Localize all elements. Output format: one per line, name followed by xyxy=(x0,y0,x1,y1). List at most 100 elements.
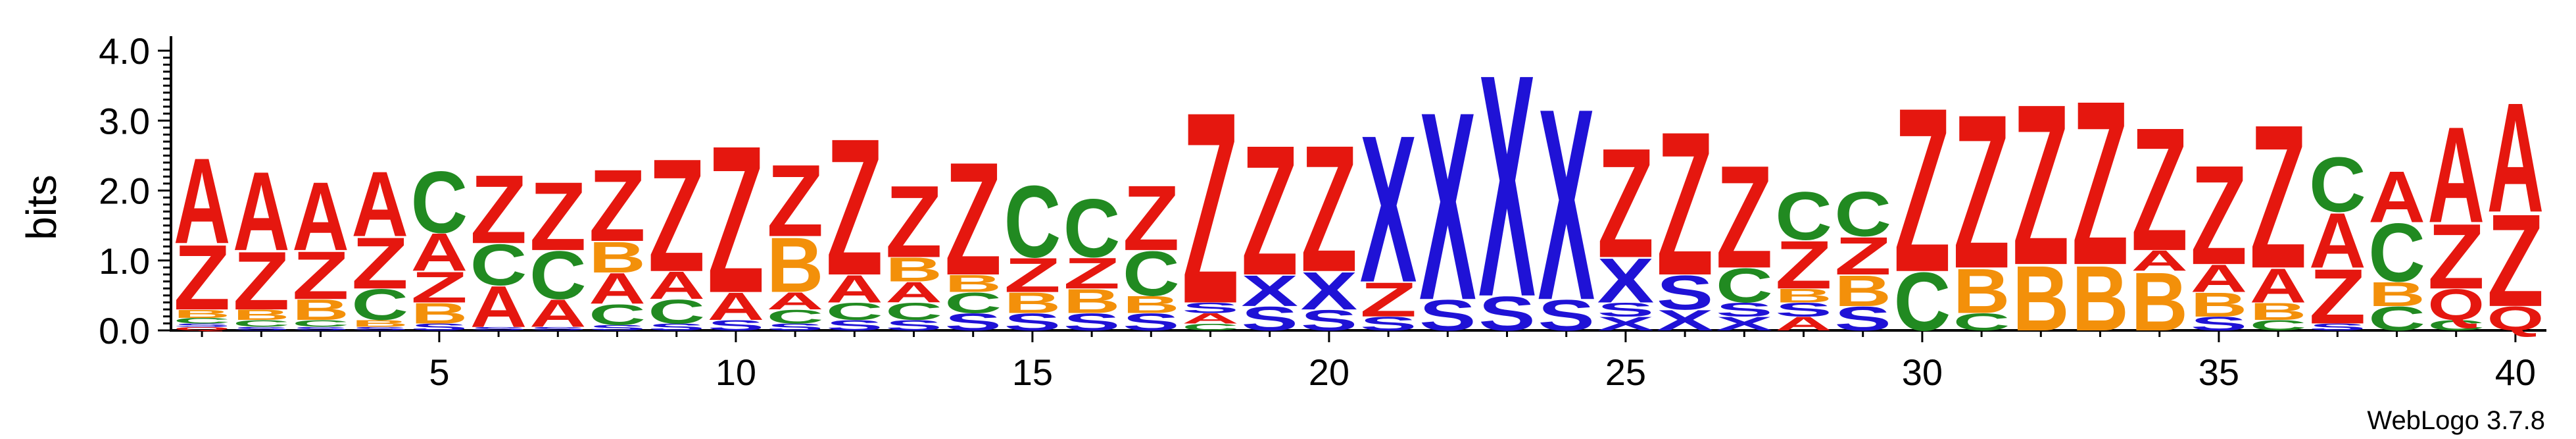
logo-letter-Z: Z xyxy=(1775,227,1832,303)
logo-letter-B: B xyxy=(292,294,349,326)
logo-letter-A: A xyxy=(1775,313,1832,334)
logo-letter-S: S xyxy=(1123,309,1180,336)
logo-letter-A: A xyxy=(351,152,408,255)
logo-letter-Z: Z xyxy=(2427,205,2485,309)
logo-letter-Z: Z xyxy=(1834,226,1891,286)
logo-position-22: SX xyxy=(1419,57,1476,357)
logo-letter-Z: Z xyxy=(2131,91,2188,288)
logo-letter-C: C xyxy=(1834,179,1891,250)
logo-letter-Z: Z xyxy=(2072,53,2129,314)
logo-letter-Q: Q xyxy=(2487,299,2544,338)
logo-letter-Z: Z xyxy=(529,162,587,271)
logo-letter-Z: Z xyxy=(2191,136,2248,294)
x-tick-label: 25 xyxy=(1605,351,1646,393)
logo-letter-S: S xyxy=(233,326,290,331)
logo-letter-B: B xyxy=(1063,282,1121,320)
logo-letter-S: S xyxy=(944,309,1002,336)
x-tick-label: 15 xyxy=(1012,351,1053,393)
logo-letter-A: A xyxy=(470,274,527,340)
logo-letter-C: C xyxy=(1004,165,1061,279)
logo-letter-S: S xyxy=(292,326,349,331)
logo-letter-S: S xyxy=(2191,313,2248,334)
logo-letter-A: A xyxy=(174,134,231,270)
logo-letter-C: C xyxy=(292,318,349,329)
logo-letter-S: S xyxy=(826,317,883,334)
logo-letter-S: S xyxy=(1004,309,1061,336)
logo-letter-Q: Q xyxy=(2427,280,2485,329)
logo-position-32: BZ xyxy=(2012,57,2070,351)
logo-letter-A: A xyxy=(2250,259,2307,313)
logo-letter-Z: Z xyxy=(1182,55,1239,360)
logo-letter-S: S xyxy=(885,317,942,334)
logo-letter-Z: Z xyxy=(174,225,231,329)
logo-letter-Z: Z xyxy=(1301,108,1358,310)
logo-letter-Z: Z xyxy=(1953,70,2010,315)
logo-letter-Z: Z xyxy=(2250,83,2307,312)
x-tick-label: 35 xyxy=(2199,351,2239,393)
logo-letter-X: X xyxy=(1360,91,1417,326)
logo-letter-X: X xyxy=(1478,8,1536,363)
logo-letter-Z: Z xyxy=(1241,107,1298,315)
logo-letter-C: C xyxy=(885,298,942,325)
logo-letter-Z: Z xyxy=(589,148,646,263)
logo-letter-C: C xyxy=(2427,317,2485,334)
logo-letter-A: A xyxy=(411,222,468,283)
logo-letter-Z: Z xyxy=(2487,187,2544,334)
x-tick-label: 40 xyxy=(2495,351,2536,393)
logo-letter-B: B xyxy=(2012,247,2070,350)
logo-letter-C: C xyxy=(529,237,587,314)
logo-letter-Z: Z xyxy=(1716,135,1773,299)
logo-letter-Z: Z xyxy=(1894,60,1951,321)
logo-letter-S: S xyxy=(589,323,646,332)
logo-letter-B: B xyxy=(589,232,646,282)
logo-letter-B: B xyxy=(2072,247,2129,350)
logo-letter-S: S xyxy=(1360,313,1417,334)
logo-letter-S: S xyxy=(1419,291,1476,340)
logo-letter-Z: Z xyxy=(1004,248,1061,303)
logo-letter-X: X xyxy=(1597,313,1655,334)
logo-letter-A: A xyxy=(2309,197,2366,284)
logo-position-23: SX xyxy=(1478,8,1536,363)
logo-letter-S: S xyxy=(1834,299,1891,338)
logo-letter-C: C xyxy=(470,232,527,297)
logo-letter-Z: Z xyxy=(233,235,290,327)
logo-letter-A: A xyxy=(2191,257,2248,301)
logo-position-21: SZX xyxy=(1360,91,1417,334)
logo-letter-S: S xyxy=(1597,299,1655,321)
logo-letter-C: C xyxy=(944,287,1002,320)
logo-letter-B: B xyxy=(174,307,231,321)
logo-letter-C: C xyxy=(1123,238,1180,309)
logo-letter-C: C xyxy=(1775,177,1832,254)
logo-letter-B: B xyxy=(233,307,290,323)
logo-letter-B: B xyxy=(411,297,468,330)
logo-letter-C: C xyxy=(233,318,290,329)
logo-letter-B: B xyxy=(2131,256,2188,348)
logo-letter-S: S xyxy=(411,322,468,333)
logo-letter-A: A xyxy=(648,264,705,308)
logo-letter-Z: Z xyxy=(292,238,349,313)
logo-position-19: SXZ xyxy=(1241,107,1298,338)
logo-position-30: CZ xyxy=(1894,60,1951,349)
logo-letter-B: B xyxy=(1834,266,1891,315)
logo-letter-B: B xyxy=(767,222,824,309)
logo-letter-Z: Z xyxy=(944,130,1002,309)
weblogo-credit: WebLogo 3.7.8 xyxy=(2367,406,2545,435)
logo-letter-X: X xyxy=(1241,267,1298,315)
logo-letter-X: X xyxy=(1716,313,1773,334)
logo-letter-B: B xyxy=(1123,291,1180,318)
